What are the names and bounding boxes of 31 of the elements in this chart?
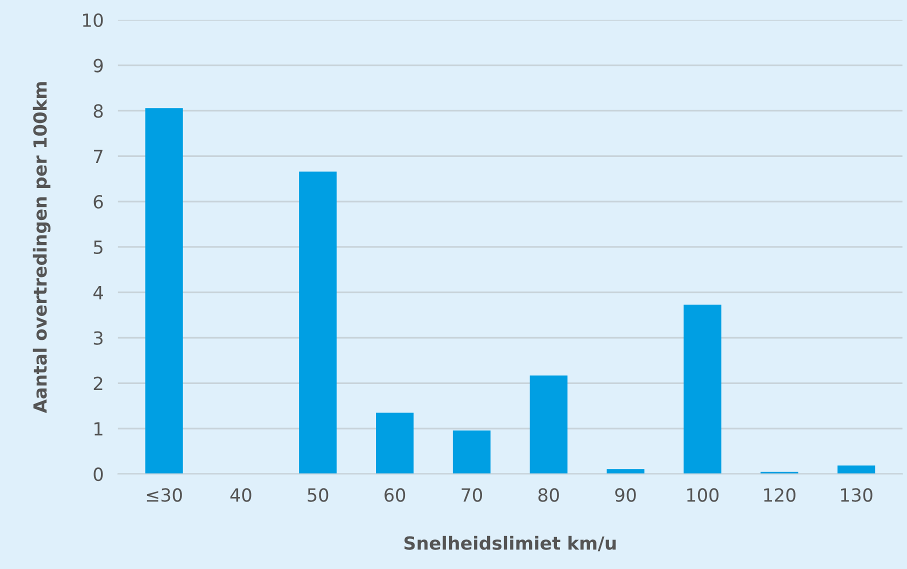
bar	[452, 430, 491, 474]
bar	[145, 108, 183, 474]
bar	[838, 465, 876, 474]
y-tick-label: 6	[94, 195, 103, 209]
x-tick-label: 130	[841, 488, 872, 502]
y-tick-label: 10	[83, 13, 103, 28]
y-tick-label: 4	[93, 286, 104, 300]
y-tick-label: 1	[94, 422, 102, 436]
bar	[376, 412, 414, 474]
x-tick-label: ≤30	[146, 488, 182, 502]
bar	[299, 172, 337, 474]
x-tick-label: 40	[230, 488, 252, 502]
x-axis-title: Snelheidslimiet km/u	[404, 536, 616, 552]
x-tick-label: 90	[615, 488, 636, 502]
y-tick-label: 2	[94, 376, 102, 390]
bar	[684, 304, 722, 474]
x-tick-label: 50	[308, 488, 328, 502]
y-tick-label: 3	[94, 331, 103, 345]
y-tick-label: 0	[94, 467, 103, 482]
y-axis-title: Aantal overtredingen per 100km	[32, 82, 50, 414]
bar	[606, 469, 644, 474]
x-tick-label: 100	[687, 488, 719, 502]
x-tick-label: 60	[384, 488, 406, 502]
y-tick-label: 8	[94, 104, 103, 118]
x-tick-label: 120	[764, 488, 796, 502]
y-tick-label: 9	[94, 58, 103, 72]
y-tick-label: 7	[94, 150, 102, 163]
y-tick-label: 5	[94, 240, 102, 254]
x-tick-label: 70	[462, 488, 482, 502]
x-tick-label: 80	[538, 488, 559, 502]
bar	[530, 376, 568, 474]
